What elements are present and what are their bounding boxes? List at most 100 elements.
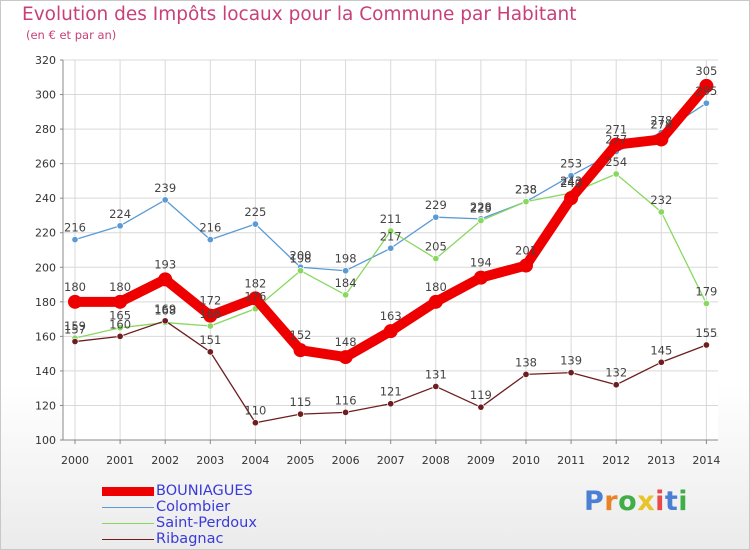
data-label-colombier: 253 bbox=[560, 157, 582, 171]
data-point-ribagnac bbox=[477, 403, 485, 411]
data-label-saint-perdoux: 166 bbox=[199, 307, 221, 321]
data-point-saint-perdoux bbox=[342, 291, 350, 299]
chart-title: Evolution des Impôts locaux pour la Comm… bbox=[22, 4, 577, 25]
x-tick-label: 2004 bbox=[241, 454, 269, 467]
data-point-ribagnac bbox=[657, 358, 665, 366]
y-ticks: 100 120 140 160 180 200 220 240 260 280 300 320 bbox=[35, 54, 63, 447]
data-point-bouniagues bbox=[158, 272, 173, 287]
data-point-saint-perdoux bbox=[522, 198, 530, 206]
legend-label: BOUNIAGUES bbox=[156, 483, 253, 499]
y-tick-label: 300 bbox=[35, 89, 56, 102]
data-label-ribagnac: 119 bbox=[470, 388, 492, 402]
data-label-saint-perdoux: 254 bbox=[605, 155, 627, 169]
data-label-bouniagues: 152 bbox=[290, 328, 312, 342]
x-tick-label: 2008 bbox=[422, 454, 450, 467]
data-point-ribagnac bbox=[206, 348, 214, 356]
data-label-ribagnac: 139 bbox=[560, 354, 582, 368]
data-point-saint-perdoux bbox=[702, 299, 710, 308]
data-point-colombier bbox=[161, 196, 169, 204]
data-label-colombier: 229 bbox=[425, 198, 447, 212]
data-point-colombier bbox=[567, 172, 575, 180]
data-label-colombier: 225 bbox=[244, 205, 266, 219]
x-tick-label: 2002 bbox=[151, 454, 179, 467]
y-tick-label: 120 bbox=[35, 399, 56, 412]
x-tick-label: 2000 bbox=[61, 454, 89, 467]
legend-label: Colombier bbox=[156, 499, 231, 515]
data-point-bouniagues bbox=[293, 343, 308, 358]
data-point-ribagnac bbox=[71, 337, 79, 346]
data-label-bouniagues: 163 bbox=[380, 309, 402, 323]
data-point-ribagnac bbox=[612, 381, 620, 389]
data-point-ribagnac bbox=[522, 370, 530, 378]
data-point-saint-perdoux bbox=[657, 208, 665, 216]
data-point-saint-perdoux bbox=[432, 255, 440, 263]
data-point-colombier bbox=[71, 236, 79, 244]
data-point-ribagnac bbox=[432, 382, 440, 391]
data-label-ribagnac: 115 bbox=[290, 395, 312, 409]
data-label-bouniagues: 193 bbox=[154, 257, 176, 271]
legend-label: Ribagnac bbox=[156, 531, 224, 547]
data-point-ribagnac bbox=[161, 317, 169, 325]
x-tick-label: 2009 bbox=[467, 454, 495, 467]
y-tick-label: 160 bbox=[35, 330, 56, 343]
data-label-saint-perdoux: 176 bbox=[244, 290, 266, 304]
data-point-colombier bbox=[387, 244, 395, 252]
legend-swatch-ribagnac bbox=[102, 539, 154, 540]
data-point-saint-perdoux bbox=[206, 322, 214, 330]
data-label-saint-perdoux: 165 bbox=[109, 309, 131, 323]
data-point-saint-perdoux bbox=[477, 217, 485, 225]
data-label-bouniagues: 240 bbox=[560, 176, 582, 190]
x-tick-label: 2014 bbox=[692, 454, 720, 467]
data-point-colombier bbox=[251, 220, 259, 228]
data-point-colombier bbox=[342, 267, 350, 275]
legend-swatch-saint-perdoux bbox=[102, 523, 154, 524]
data-label-ribagnac: 169 bbox=[154, 302, 176, 316]
data-label-saint-perdoux: 229 bbox=[470, 202, 492, 216]
legend-item-bouniagues: BOUNIAGUES bbox=[100, 483, 400, 500]
x-tick-label: 2012 bbox=[602, 454, 630, 467]
data-label-ribagnac: 131 bbox=[425, 367, 447, 381]
legend-swatch-colombier bbox=[102, 507, 154, 508]
data-label-saint-perdoux: 159 bbox=[64, 319, 86, 333]
y-tick-label: 200 bbox=[35, 261, 56, 274]
data-label-colombier: 228 bbox=[470, 200, 492, 214]
data-label-bouniagues: 172 bbox=[199, 294, 221, 308]
data-label-ribagnac: 160 bbox=[109, 317, 131, 331]
data-label-ribagnac: 110 bbox=[244, 404, 266, 418]
data-label-ribagnac: 151 bbox=[199, 333, 221, 347]
data-label-colombier: 238 bbox=[515, 183, 537, 197]
data-point-colombier bbox=[206, 236, 214, 244]
data-label-colombier: 295 bbox=[695, 84, 717, 98]
legend-item-ribagnac: Ribagnac bbox=[100, 531, 400, 548]
data-label-colombier: 278 bbox=[650, 114, 672, 128]
y-tick-label: 100 bbox=[35, 434, 56, 447]
data-label-bouniagues: 271 bbox=[605, 123, 627, 137]
x-tick-label: 2005 bbox=[287, 454, 315, 467]
data-label-saint-perdoux: 198 bbox=[290, 252, 312, 266]
data-label-saint-perdoux: 238 bbox=[515, 183, 537, 197]
proxiti-logo[interactable]: Proxiti bbox=[584, 486, 688, 517]
data-point-saint-perdoux bbox=[612, 170, 620, 178]
data-label-bouniagues: 148 bbox=[335, 335, 357, 349]
data-point-bouniagues bbox=[68, 294, 82, 309]
data-label-ribagnac: 145 bbox=[650, 343, 672, 357]
data-point-ribagnac bbox=[251, 419, 259, 427]
logo-letter: r bbox=[604, 486, 619, 517]
data-point-bouniagues bbox=[519, 258, 533, 273]
logo-letter: x bbox=[637, 486, 656, 517]
data-label-saint-perdoux: 184 bbox=[335, 276, 357, 290]
data-point-ribagnac bbox=[116, 332, 124, 340]
data-label-saint-perdoux: 232 bbox=[650, 193, 672, 207]
legend-item-saint-perdoux: Saint-Perdoux bbox=[100, 515, 400, 532]
data-point-bouniagues bbox=[564, 191, 579, 206]
data-point-ribagnac bbox=[296, 410, 305, 418]
data-label-ribagnac: 138 bbox=[515, 355, 537, 369]
data-point-bouniagues bbox=[338, 350, 353, 365]
data-label-colombier: 224 bbox=[109, 207, 131, 221]
y-tick-label: 240 bbox=[35, 192, 56, 205]
data-label-bouniagues: 180 bbox=[64, 280, 86, 294]
data-point-bouniagues bbox=[609, 137, 624, 152]
data-label-ribagnac: 132 bbox=[605, 366, 627, 380]
data-point-colombier bbox=[702, 99, 710, 107]
